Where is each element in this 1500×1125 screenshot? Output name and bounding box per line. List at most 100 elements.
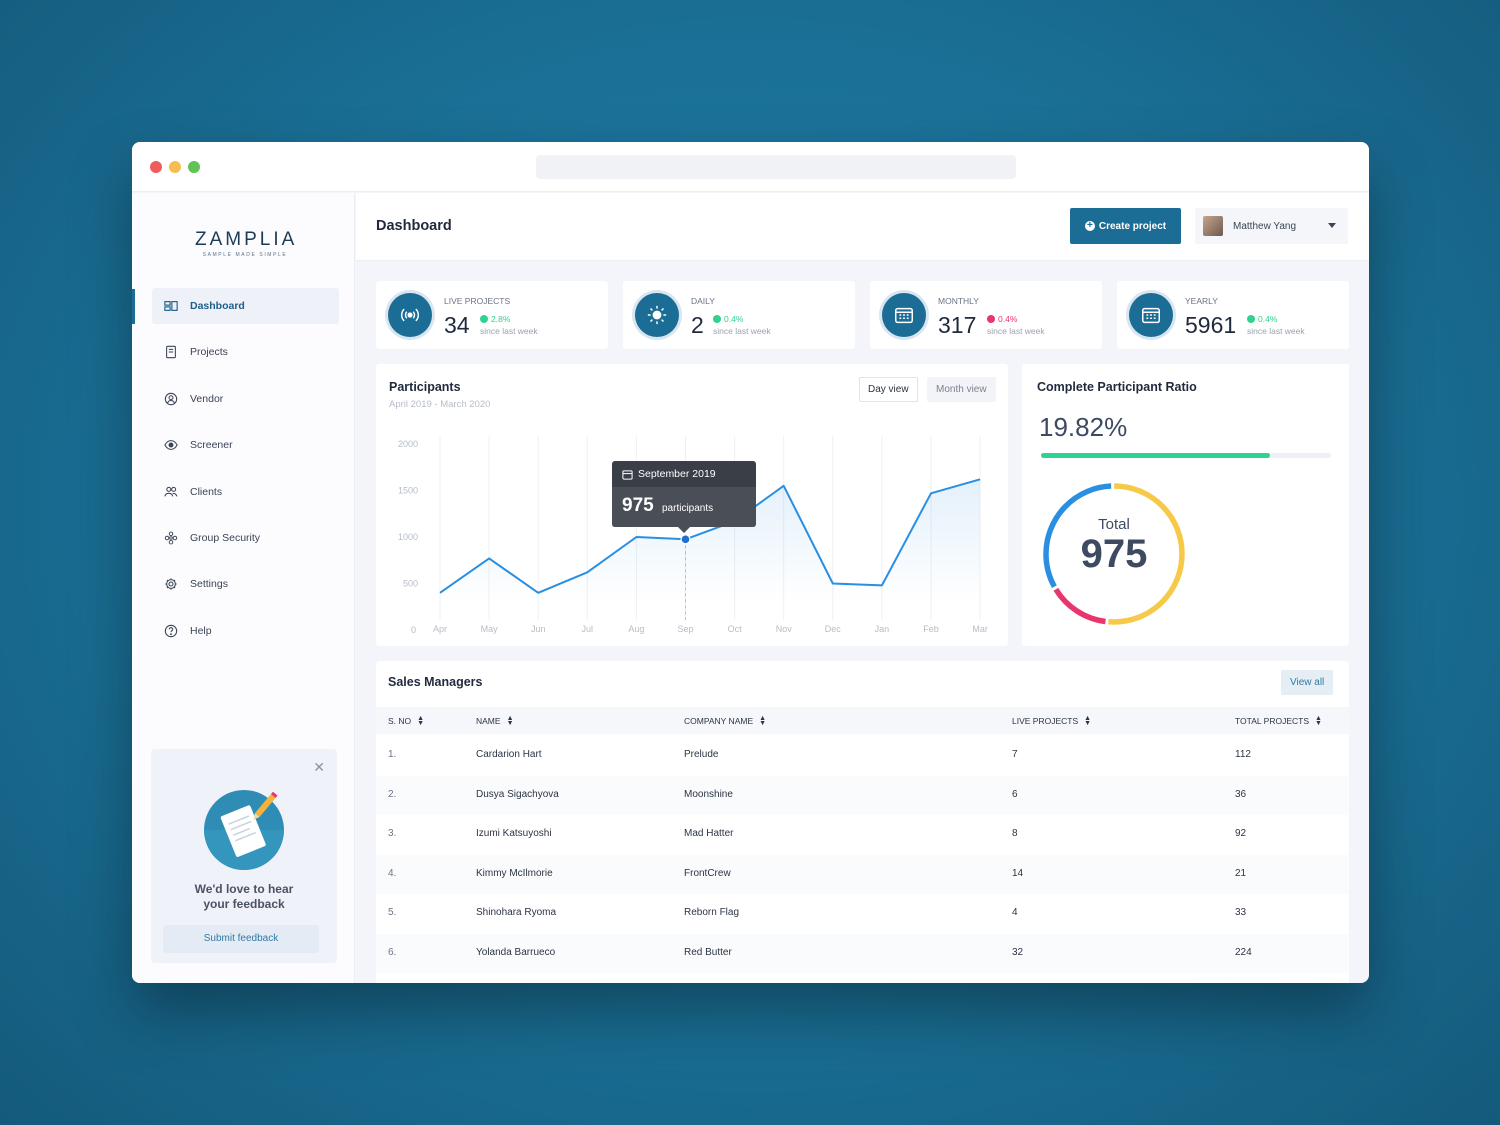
x-tick-label: Nov: [776, 624, 793, 634]
table-header: S. NO ▲ ▼ NAME ▲ ▼ COMPANY NAME ▲ ▼ LIVE PROJE…: [376, 707, 1349, 734]
tooltip-month: September 2019: [638, 468, 716, 480]
ratio-percent: 19.82%: [1039, 412, 1128, 442]
cell-live-projects: 7: [1012, 749, 1018, 760]
column-header-live-projects[interactable]: LIVE PROJECTS ▲ ▼: [1012, 715, 1092, 727]
maximize-window-button[interactable]: [188, 161, 200, 173]
stat-card-live-projects[interactable]: LIVE PROJECTS 34 2.8% since last week: [376, 281, 608, 349]
table-row[interactable]: 5. Shinohara Ryoma Reborn Flag 4 33: [376, 894, 1349, 933]
day-view-button[interactable]: Day view: [859, 377, 918, 402]
cell-company: FrontCrew: [684, 868, 731, 879]
stat-label: LIVE PROJECTS: [444, 296, 511, 306]
x-tick-label: Dec: [825, 624, 842, 634]
column-header-label: NAME: [476, 716, 501, 726]
sort-icon: ▲ ▼: [1084, 715, 1092, 727]
column-header-name[interactable]: NAME ▲ ▼: [476, 715, 514, 727]
column-header-sno[interactable]: S. NO ▲ ▼: [388, 715, 425, 727]
stat-icon-badge: [882, 293, 926, 337]
sidebar-item-label: Clients: [190, 485, 223, 498]
stat-change: 2.8%: [480, 314, 510, 324]
stat-change: 0.4%: [713, 314, 743, 324]
column-header-label: TOTAL PROJECTS: [1235, 716, 1309, 726]
submit-feedback-button[interactable]: Submit feedback: [163, 925, 319, 953]
plus-icon: +: [1084, 221, 1095, 231]
stat-icon-badge: [1129, 293, 1173, 337]
sort-icon: ▲ ▼: [417, 715, 425, 727]
sidebar-item-group-security[interactable]: Group Security: [152, 520, 339, 556]
address-bar[interactable]: [536, 155, 1016, 179]
stat-label: DAILY: [691, 296, 715, 306]
cell-total-projects: 21: [1235, 868, 1247, 879]
up-arrow-icon: [713, 315, 721, 323]
column-header-label: COMPANY NAME: [684, 716, 754, 726]
x-tick-label: Jul: [582, 624, 594, 634]
cell-name: Shinohara Ryoma: [476, 907, 557, 918]
sidebar-item-vendor[interactable]: Vendor: [152, 381, 339, 417]
app-window: ZAMPLIA SAMPLE MADE SIMPLE Dashboard Pro…: [132, 142, 1369, 983]
stat-value: 2: [691, 312, 704, 338]
cell-live-projects: 8: [1012, 828, 1018, 839]
sidebar-item-help[interactable]: Help: [152, 613, 339, 649]
cell-company: Prelude: [684, 749, 719, 760]
sort-icon: ▲ ▼: [1315, 715, 1322, 727]
close-icon[interactable]: ✕: [313, 759, 325, 775]
sidebar-item-screener[interactable]: Screener: [152, 427, 339, 463]
table-row[interactable]: 2. Dusya Sigachyova Moonshine 6 36: [376, 776, 1349, 815]
stat-card-monthly[interactable]: MONTHLY 317 0.4% since last week: [870, 281, 1102, 349]
calendar-icon: [895, 307, 913, 324]
stat-value: 34: [444, 312, 470, 338]
x-tick-label: Jan: [875, 624, 890, 634]
sales-title: Sales Managers: [388, 675, 483, 689]
data-point: [681, 535, 690, 544]
column-header-company[interactable]: COMPANY NAME ▲ ▼: [684, 715, 767, 727]
cell-sno: 6.: [388, 947, 397, 958]
cell-name: Dusya Sigachyova: [476, 789, 559, 800]
stat-label: MONTHLY: [938, 296, 979, 306]
sidebar-item-label: Settings: [190, 578, 228, 591]
stat-card-daily[interactable]: DAILY 2 0.4% since last week: [623, 281, 855, 349]
stat-card-yearly[interactable]: YEARLY 5961 0.4% since last week: [1117, 281, 1349, 349]
broadcast-icon: [400, 308, 420, 322]
cell-name: Kimmy McIlmorie: [476, 868, 553, 879]
ratio-title: Complete Participant Ratio: [1037, 380, 1197, 394]
sidebar-item-clients[interactable]: Clients: [152, 474, 339, 510]
cell-name: Yolanda Barrueco: [476, 947, 556, 958]
cell-company: Moonshine: [684, 789, 733, 800]
cell-company: Mad Hatter: [684, 828, 734, 839]
sidebar-item-projects[interactable]: Projects: [152, 334, 339, 370]
x-tick-label: Apr: [433, 624, 447, 634]
series-area: [440, 479, 981, 603]
sales-managers-card: Sales Managers View all S. NO ▲ ▼ NAME ▲ ▼ C…: [376, 661, 1349, 983]
user-menu[interactable]: Matthew Yang: [1195, 208, 1348, 244]
minimize-window-button[interactable]: [169, 161, 181, 173]
table-row[interactable]: 1. Cardarion Hart Prelude 7 112: [376, 736, 1349, 775]
ratio-progress-bar: [1041, 453, 1331, 458]
logo[interactable]: ZAMPLIA SAMPLE MADE SIMPLE: [195, 229, 295, 258]
x-tick-label: May: [481, 624, 499, 634]
participants-line-chart: Apr May Jun Jul Aug Sep Oct Nov Dec Jan Feb Mar 0 500…: [398, 436, 988, 635]
close-window-button[interactable]: [150, 161, 162, 173]
stat-value: 317: [938, 312, 977, 338]
shield-cluster-icon: [164, 531, 178, 545]
sidebar: ZAMPLIA SAMPLE MADE SIMPLE Dashboard Pro…: [132, 193, 355, 983]
table-row[interactable]: 6. Yolanda Barrueco Red Butter 32 224: [376, 934, 1349, 973]
top-header: Dashboard + Create project Matthew Yang: [356, 193, 1369, 261]
column-header-total-projects[interactable]: TOTAL PROJECTS ▲ ▼: [1235, 715, 1322, 727]
sun-icon: [647, 305, 667, 325]
cell-live-projects: 4: [1012, 907, 1018, 918]
brand-tagline: SAMPLE MADE SIMPLE: [202, 252, 288, 258]
stat-change: 0.4%: [987, 314, 1017, 324]
user-circle-icon: [164, 392, 178, 405]
month-view-button[interactable]: Month view: [927, 377, 996, 402]
table-row[interactable]: 3. Izumi Katsuyoshi Mad Hatter 8 92: [376, 815, 1349, 854]
view-all-button[interactable]: View all: [1281, 670, 1334, 695]
cell-total-projects: 224: [1235, 947, 1252, 958]
sidebar-item-label: Vendor: [190, 392, 224, 405]
sort-icon: ▲ ▼: [759, 715, 767, 727]
table-row[interactable]: 4. Kimmy McIlmorie FrontCrew 14 21: [376, 855, 1349, 894]
cell-name: Izumi Katsuyoshi: [476, 828, 552, 839]
create-project-button[interactable]: + Create project: [1070, 208, 1181, 244]
sidebar-item-settings[interactable]: Settings: [152, 566, 339, 602]
feedback-title-line1: We'd love to hear: [194, 882, 294, 896]
sidebar-item-dashboard[interactable]: Dashboard: [152, 288, 339, 324]
stat-since: since last week: [987, 326, 1045, 336]
